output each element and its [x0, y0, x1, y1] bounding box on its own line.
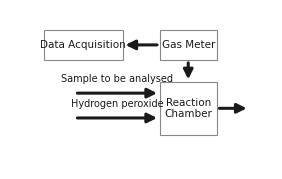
Text: Hydrogen peroxide: Hydrogen peroxide	[71, 99, 164, 109]
Text: Gas Meter: Gas Meter	[162, 40, 215, 50]
Bar	[160, 82, 217, 134]
Text: Sample to be analysed: Sample to be analysed	[61, 74, 173, 84]
Text: Data Acquisition: Data Acquisition	[40, 40, 126, 50]
Bar	[160, 30, 217, 60]
Bar	[44, 30, 123, 60]
Text: Reaction
Chamber: Reaction Chamber	[164, 98, 212, 119]
